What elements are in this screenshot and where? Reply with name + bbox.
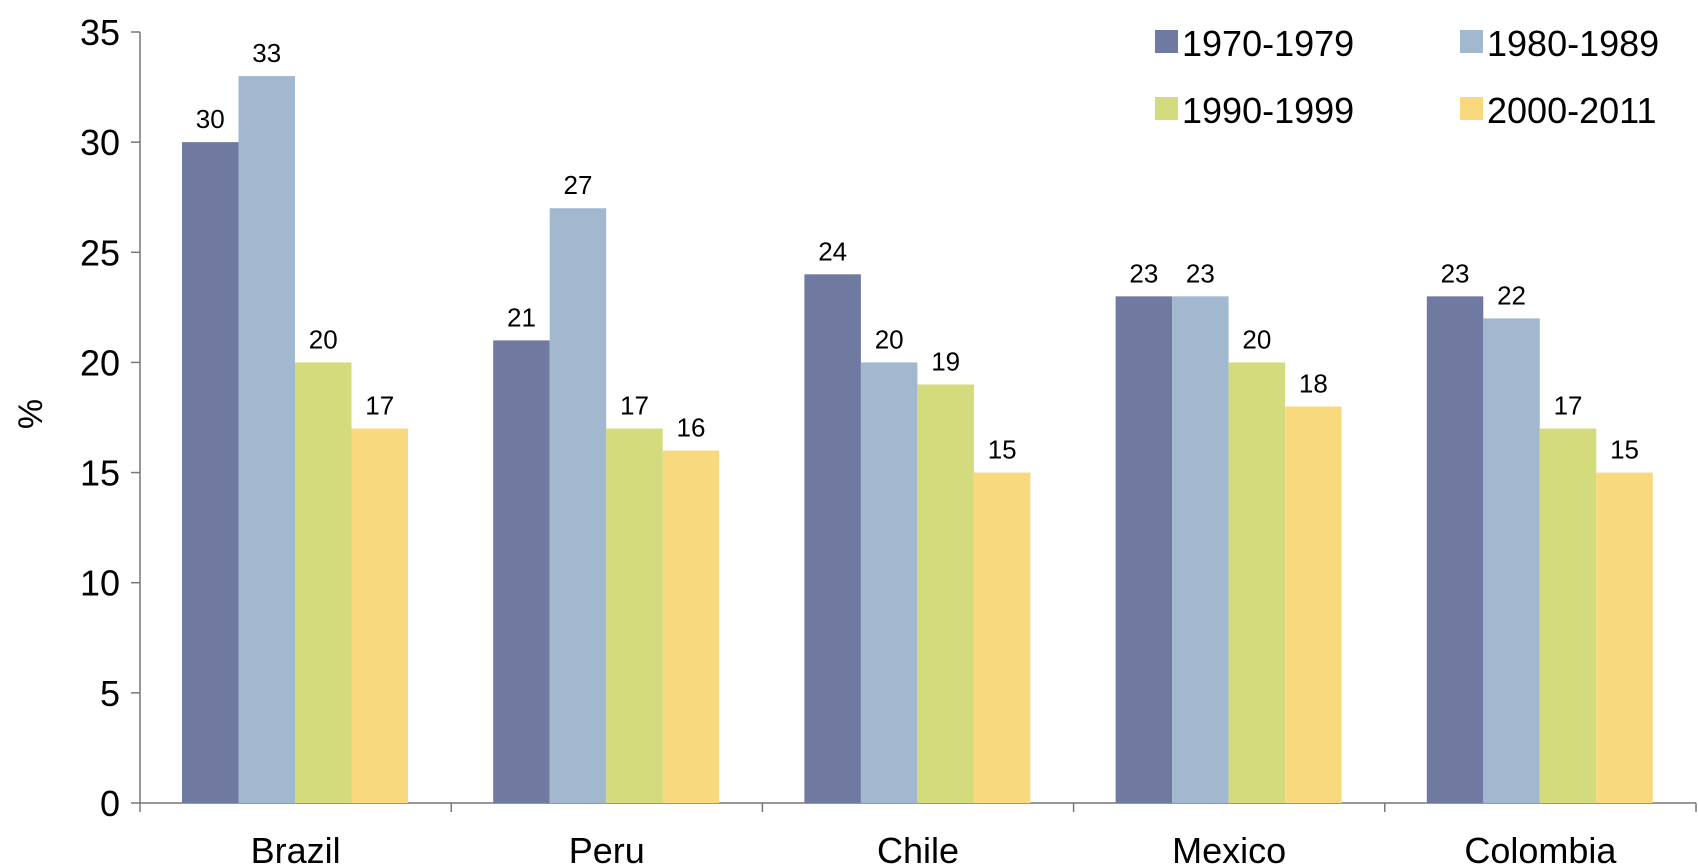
bar [238,76,295,804]
data-label: 17 [620,391,649,421]
bar [1285,406,1342,803]
data-label: 23 [1129,258,1158,288]
legend-swatch [1155,97,1178,120]
legend-label: 1990-1999 [1182,90,1354,131]
y-tick-label: 30 [80,122,120,163]
data-label: 20 [875,324,904,354]
x-tick-label: Brazil [251,830,341,868]
data-label: 19 [931,346,960,376]
data-labels: 30 33 20 17 21 27 17 16 24 20 19 15 23 23 20 18 23 22 17 15 [196,38,1639,465]
data-label: 15 [1610,435,1639,465]
legend-label: 1970-1979 [1182,23,1354,64]
x-tick-label: Chile [877,830,959,868]
legend-item: 2000-2011 [1460,90,1657,131]
x-tick-label: Colombia [1464,830,1617,868]
bar [295,362,352,803]
bar [493,340,550,803]
data-label: 24 [818,236,847,266]
y-tick-label: 15 [80,453,120,494]
data-label: 23 [1441,258,1470,288]
data-label: 20 [309,324,338,354]
legend-item: 1980-1989 [1460,23,1659,64]
legend-swatch [1460,97,1483,120]
bar [606,428,663,803]
y-tick-label: 35 [80,12,120,53]
data-label: 18 [1299,368,1328,398]
data-label: 17 [1554,391,1583,421]
x-tick-label: Peru [569,830,645,868]
x-axis: Brazil Peru Chile Mexico Colombia [139,802,1697,868]
data-label: 21 [507,302,536,332]
legend-label: 2000-2011 [1487,90,1657,131]
data-label: 20 [1242,324,1271,354]
bar [351,428,408,803]
y-axis: 0 5 10 15 20 25 30 35 [80,12,141,824]
y-tick-label: 0 [100,783,120,824]
legend-item: 1970-1979 [1155,23,1354,64]
data-label: 27 [563,170,592,200]
legend: 1970-1979 1980-1989 1990-1999 2000-2011 [1155,23,1659,131]
bar [1539,428,1597,803]
x-tick-label: Mexico [1172,830,1286,868]
legend-swatch [1460,30,1483,53]
bar [1483,318,1540,803]
data-label: 30 [196,104,225,134]
data-label: 22 [1497,280,1526,310]
bar [1596,472,1653,803]
y-axis-title: % [12,399,50,429]
bar [1426,296,1484,803]
data-label: 16 [676,413,705,443]
bar [973,472,1031,803]
legend-item: 1990-1999 [1155,90,1354,131]
data-label: 23 [1186,258,1215,288]
bars [182,76,1653,804]
bar [1115,296,1173,803]
data-label: 33 [252,38,281,68]
y-tick-label: 10 [80,563,120,604]
data-label: 15 [988,435,1017,465]
bar [549,208,607,803]
bar [182,142,239,804]
bar [804,274,861,803]
bar [1228,362,1286,803]
bar [1172,296,1229,803]
legend-swatch [1155,30,1178,53]
bar [917,384,974,803]
y-tick-label: 5 [100,673,120,714]
data-label: 17 [365,391,394,421]
y-tick-label: 20 [80,342,120,383]
bar [860,362,918,803]
bar [662,450,720,803]
legend-label: 1980-1989 [1487,23,1659,64]
y-tick-label: 25 [80,232,120,273]
